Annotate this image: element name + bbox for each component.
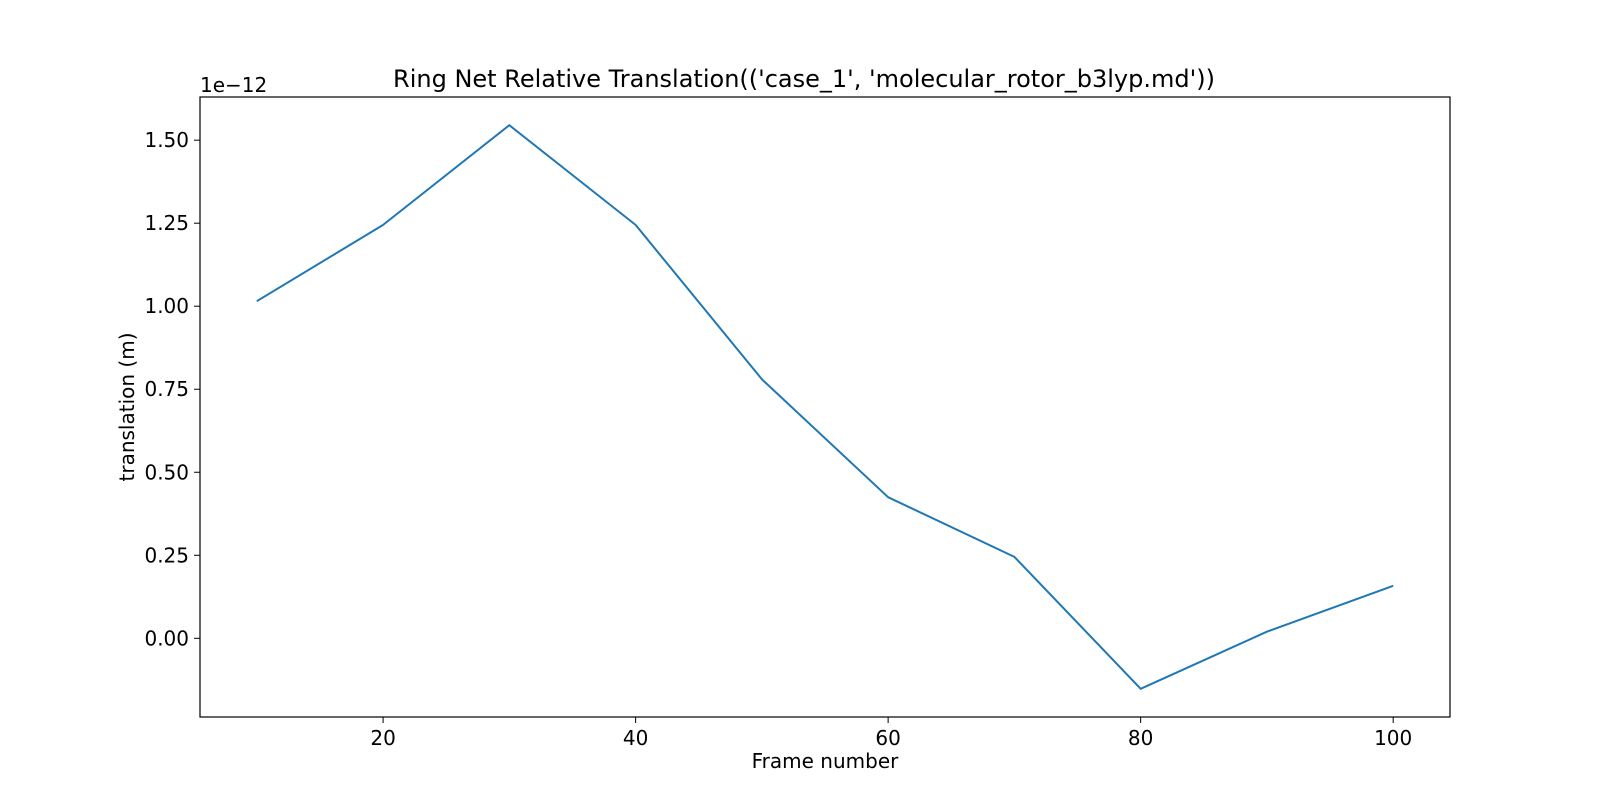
y-tick-label: 0.50 [144, 460, 189, 484]
x-tick-label: 80 [1128, 726, 1153, 750]
x-tick-label: 100 [1374, 726, 1412, 750]
plot-frame [199, 96, 1451, 718]
series-line [256, 124, 1394, 690]
chart-title: Ring Net Relative Translation(('case_1',… [393, 65, 1215, 93]
y-tick-label: 1.00 [144, 294, 189, 318]
y-tick-label: 0.25 [144, 543, 189, 567]
y-tick-label: 0.00 [144, 626, 189, 650]
x-tick-label: 40 [623, 726, 648, 750]
y-axis-label: translation (m) [115, 333, 139, 482]
y-tick-label: 1.25 [144, 211, 189, 235]
y-offset-text: 1e−12 [200, 73, 267, 97]
y-tick-label: 0.75 [144, 377, 189, 401]
y-tick-label: 1.50 [144, 128, 189, 152]
x-tick-label: 60 [875, 726, 900, 750]
x-tick-label: 20 [370, 726, 395, 750]
x-axis-label: Frame number [752, 749, 900, 773]
